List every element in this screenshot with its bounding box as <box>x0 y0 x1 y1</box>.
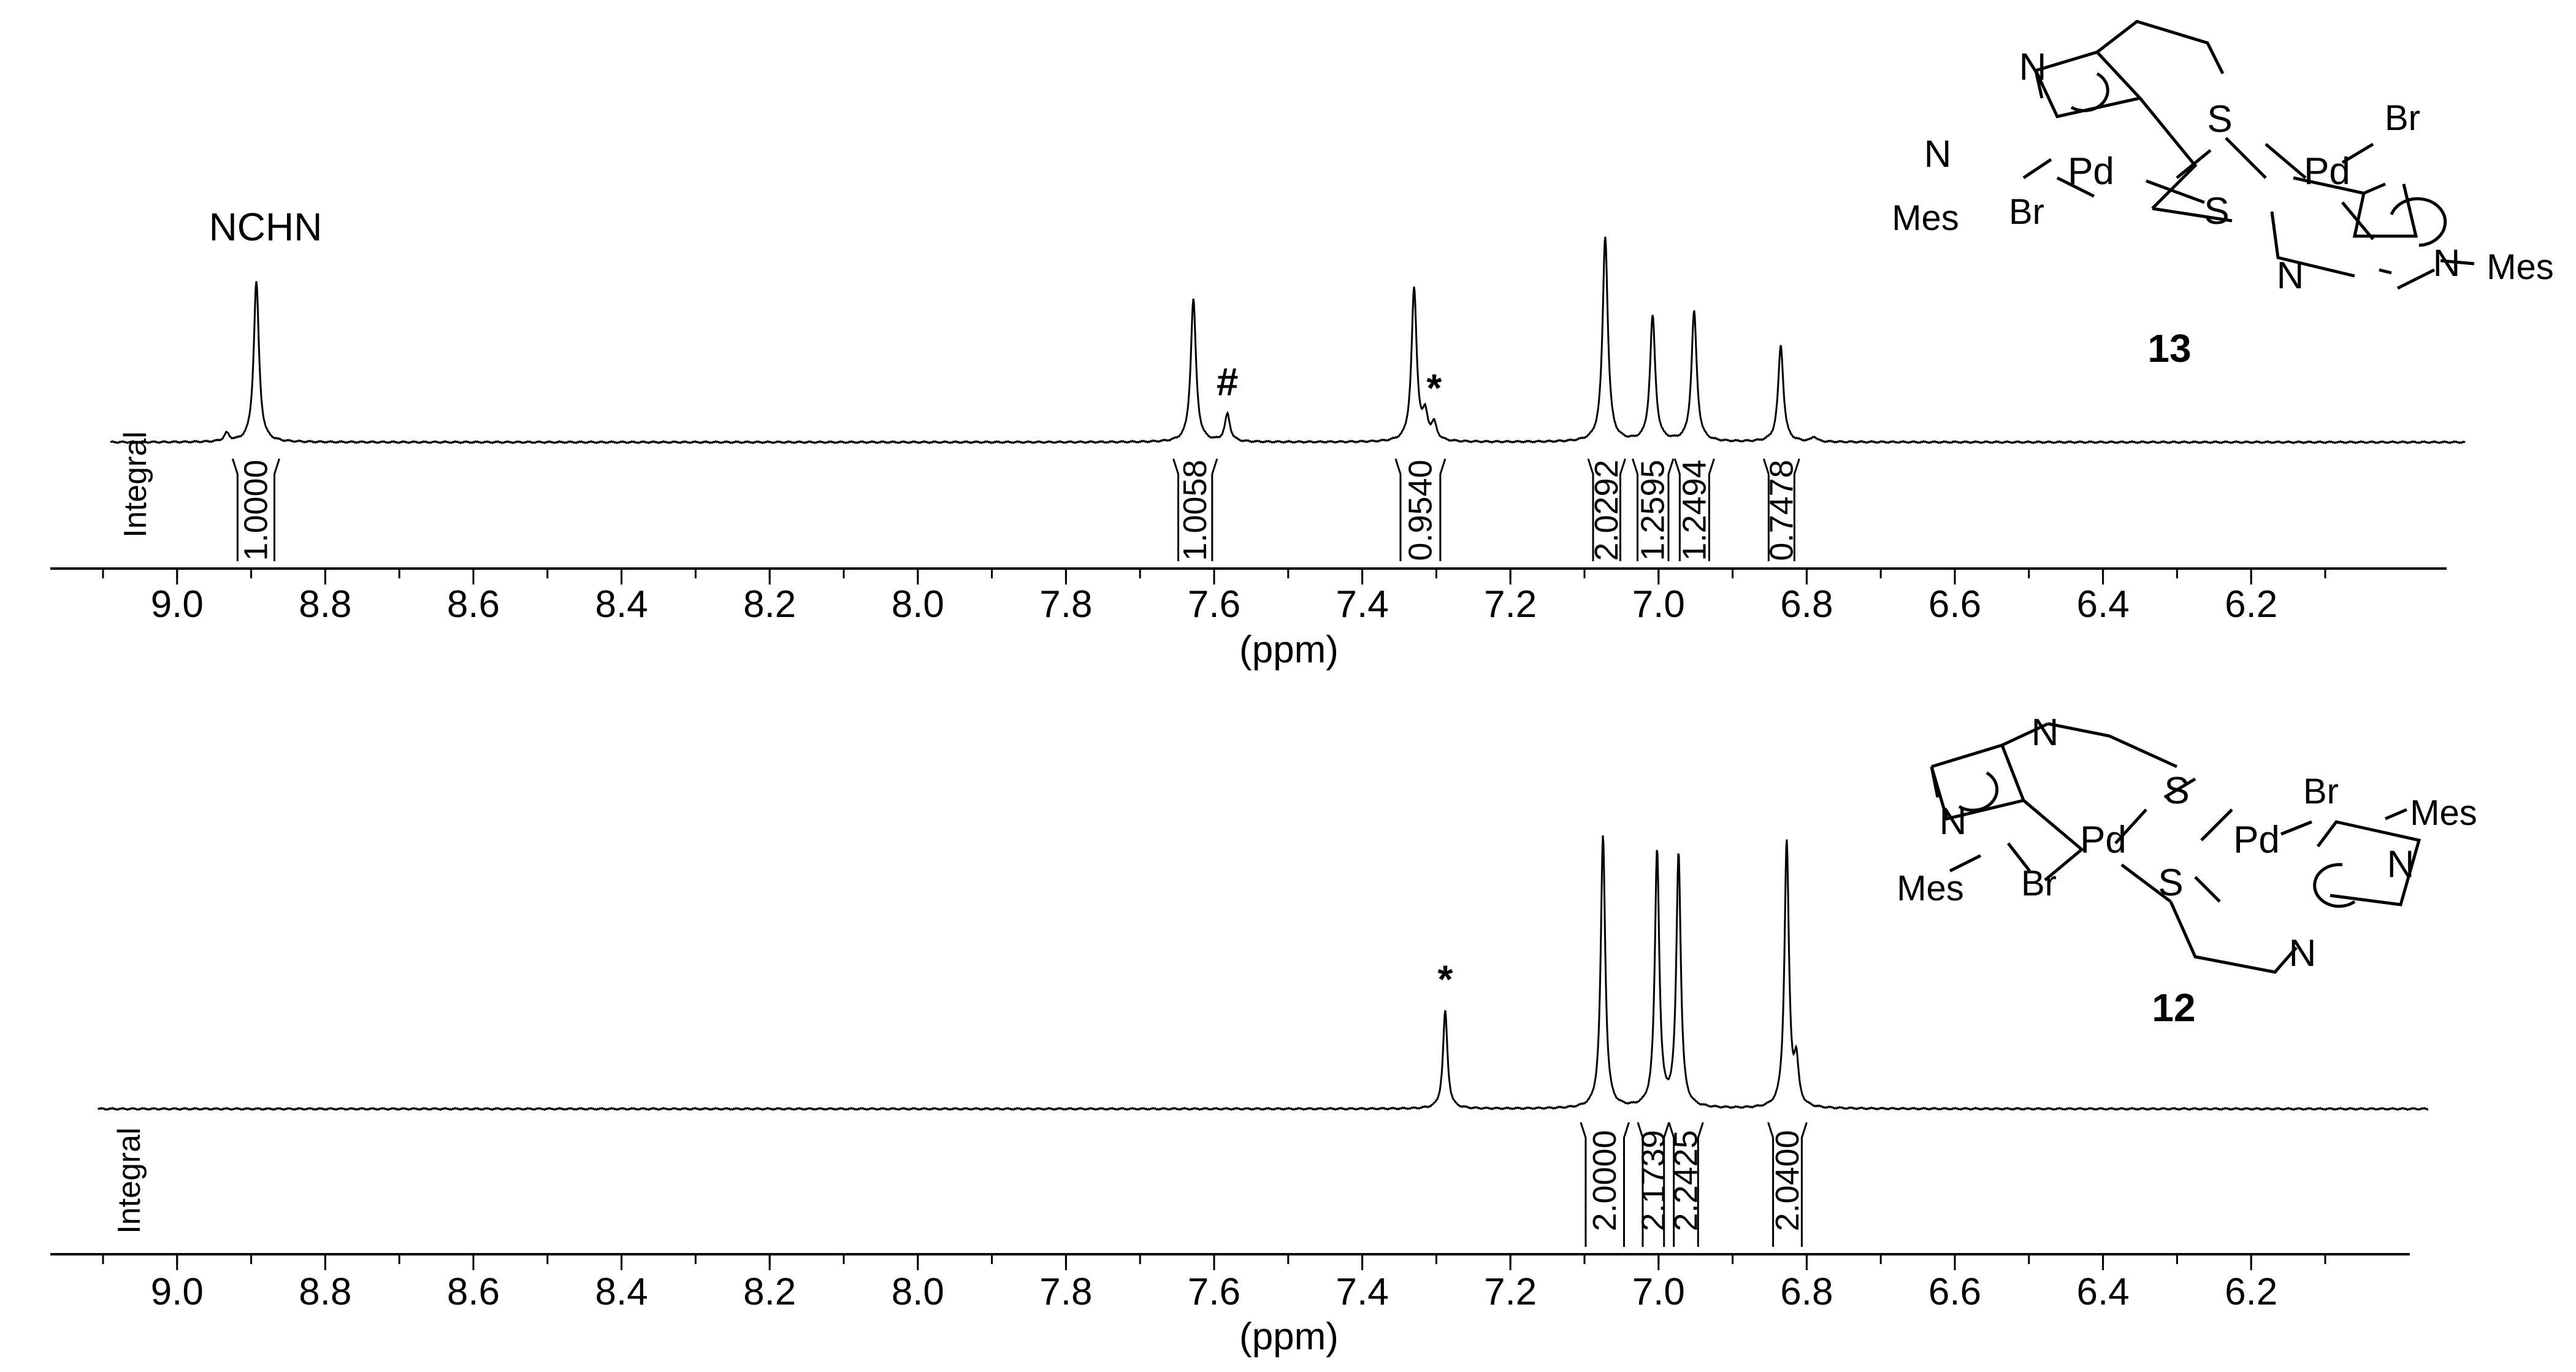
integral-value: 2.1739 <box>1635 1130 1672 1231</box>
spectrum-13: NCHN # * 1.0000 1.0058 0.9540 2.0292 1.2595 1.… <box>50 20 2554 671</box>
structure-12-atom: N <box>2387 843 2415 886</box>
x-tick-label: 7.2 <box>1484 583 1537 626</box>
structure-13-atom: N <box>2019 46 2047 88</box>
structure-12-atom: Pd <box>2233 819 2280 861</box>
x-axis-label: (ppm) <box>1239 629 1339 671</box>
x-tick-label: 8.6 <box>447 583 500 626</box>
x-tick-label: 9.0 <box>151 1271 204 1313</box>
x-tick-label: 7.4 <box>1336 583 1388 626</box>
integral-axis-label: Integral <box>118 431 153 537</box>
x-tick-label: 6.8 <box>1780 1271 1833 1313</box>
structure-12-atom: S <box>2158 862 2183 904</box>
x-tick-label: 6.8 <box>1780 583 1833 626</box>
structure-12-atom: Mes <box>2410 793 2477 833</box>
peak-marker: * <box>1437 957 1453 1002</box>
x-tick-label: 8.8 <box>299 583 351 626</box>
x-tick-label: 7.8 <box>1039 583 1092 626</box>
x-tick-label: 7.8 <box>1039 1271 1092 1313</box>
integral-region: 2.0400 <box>1767 1122 1808 1247</box>
structure-12-atom: S <box>2164 770 2189 812</box>
structure-12-atom: N <box>2289 932 2317 975</box>
structure-13-atom: Br <box>2385 98 2420 138</box>
x-tick-label: 6.2 <box>2225 1271 2277 1313</box>
structure-13 <box>2022 20 2475 290</box>
integral-region: 0.9540 <box>1394 458 1447 561</box>
integral-region: 2.0000 <box>1580 1122 1630 1247</box>
structure-13-atom: N <box>2277 255 2304 297</box>
x-tick-label: 8.2 <box>743 583 796 626</box>
x-axis-ticks: 9.0 8.8 8.6 8.4 8.2 8.0 7.8 7.6 7.4 7.2 7.0 6.8 6.6 6… <box>102 1254 2326 1313</box>
integral-region: 0.7478 <box>1762 458 1800 561</box>
x-tick-label: 7.6 <box>1188 583 1240 626</box>
x-tick-label: 6.2 <box>2225 583 2277 626</box>
spectrum-12-markers: * <box>1437 957 1453 1002</box>
x-tick-label: 7.6 <box>1188 1271 1240 1313</box>
x-axis-ticks: 9.0 8.8 8.6 8.4 8.2 8.0 7.8 7.6 7.4 7.2 7.0 6.8 6.6 6… <box>102 569 2326 626</box>
structure-13-atom: Mes <box>1892 198 1959 238</box>
x-tick-label: 7.0 <box>1632 1271 1685 1313</box>
structure-12-atom: Br <box>2021 864 2057 903</box>
integral-value: 1.2494 <box>1676 459 1713 561</box>
integral-value: 0.7478 <box>1763 459 1800 561</box>
structure-12-atom: N <box>2031 711 2059 754</box>
integral-region: 2.1739 <box>1635 1122 1672 1247</box>
x-tick-label: 8.6 <box>447 1271 500 1313</box>
integral-region: 1.0000 <box>231 458 280 561</box>
structure-13-atom: Br <box>2009 192 2044 232</box>
x-tick-label: 8.4 <box>595 583 648 626</box>
integral-value: 2.2425 <box>1668 1130 1705 1231</box>
integral-value: 0.9540 <box>1402 459 1439 561</box>
nchn-peak-label: NCHN <box>209 205 323 249</box>
structure-12 <box>1930 722 2421 974</box>
integral-region: 2.0292 <box>1587 458 1626 561</box>
structure-13-atom: N <box>1924 133 1952 175</box>
integral-region: 1.2494 <box>1673 458 1715 561</box>
compound-label-12: 12 <box>2152 986 2195 1030</box>
x-tick-label: 7.4 <box>1336 1271 1388 1313</box>
x-tick-label: 8.4 <box>595 1271 648 1313</box>
x-tick-label: 8.0 <box>892 1271 944 1313</box>
compound-label-13: 13 <box>2147 326 2191 370</box>
structure-13-atom: S <box>2204 190 2229 232</box>
integral-axis-label: Integral <box>112 1127 147 1233</box>
spectrum-13-trace <box>110 236 2466 445</box>
structure-13-atom: N <box>2433 242 2461 285</box>
x-tick-label: 6.4 <box>2076 583 2129 626</box>
structure-13-atom: S <box>2207 98 2232 140</box>
spectrum-13-integrals: 1.0000 1.0058 0.9540 2.0292 1.2595 1.2494 0.74… <box>231 458 1800 561</box>
integral-region: 1.0058 <box>1172 458 1218 561</box>
structure-12-atom: Pd <box>2080 819 2127 861</box>
x-tick-label: 8.0 <box>892 583 944 626</box>
x-tick-label: 6.4 <box>2076 1271 2129 1313</box>
integral-value: 2.0400 <box>1769 1130 1806 1231</box>
integral-value: 1.2595 <box>1635 459 1672 561</box>
x-tick-label: 8.2 <box>743 1271 796 1313</box>
integral-value: 1.0058 <box>1177 459 1213 561</box>
integral-region: 1.2595 <box>1632 458 1675 561</box>
integral-value: 2.0000 <box>1586 1130 1623 1231</box>
x-tick-label: 6.6 <box>1928 1271 1981 1313</box>
x-tick-label: 7.0 <box>1632 583 1685 626</box>
structure-12-atom: Br <box>2303 772 2339 811</box>
structure-12-atom: N <box>1940 800 1967 843</box>
peak-marker: # <box>1217 359 1239 404</box>
integral-value: 1.0000 <box>238 459 275 561</box>
structure-13-atom: Pd <box>2304 150 2350 193</box>
integral-value: 2.0292 <box>1588 459 1625 561</box>
x-tick-label: 8.8 <box>299 1271 351 1313</box>
structure-13-atom: Pd <box>2068 150 2114 193</box>
integral-region: 2.2425 <box>1668 1122 1705 1247</box>
spectrum-13-markers: # * <box>1217 359 1442 410</box>
peak-marker: * <box>1426 366 1442 410</box>
structure-13-atom: Mes <box>2486 247 2554 287</box>
x-tick-label: 7.2 <box>1484 1271 1537 1313</box>
x-tick-label: 9.0 <box>151 583 204 626</box>
structure-12-atom: Mes <box>1897 868 1964 908</box>
x-axis-label: (ppm) <box>1239 1316 1339 1358</box>
x-tick-label: 6.6 <box>1928 583 1981 626</box>
spectrum-12-trace <box>97 835 2429 1111</box>
